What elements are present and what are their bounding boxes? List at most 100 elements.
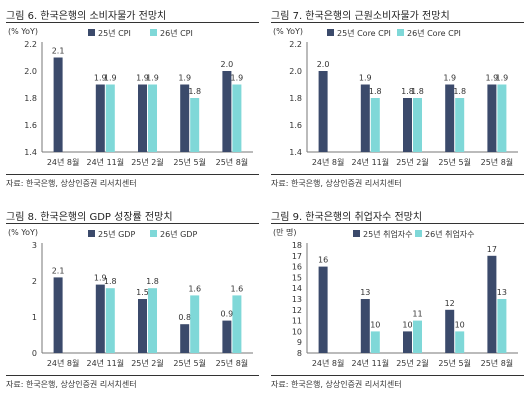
data-label: 1.8 <box>104 277 117 286</box>
data-label: 2.0 <box>221 60 234 69</box>
legend-swatch <box>415 230 422 237</box>
source-note: 자료: 한국은행, 상상인증권 리서치센터 <box>271 380 402 389</box>
data-label: 1.8 <box>453 87 466 96</box>
bar <box>95 284 105 353</box>
unit-label: (% YoY) <box>8 27 38 36</box>
x-tick-label: 25년 8월 <box>216 157 249 167</box>
data-label: 10 <box>455 320 465 329</box>
chart-panel-cpi: 그림 6. 한국은행의 소비자물가 전망치 (% YoY) 2.2 2.0 1.8 1.… <box>0 0 265 201</box>
x-tick-label: 25년 2월 <box>396 358 429 368</box>
data-label: 1.9 <box>178 74 191 83</box>
x-tick-label: 25년 8월 <box>481 358 514 368</box>
data-label: 1.9 <box>94 74 107 83</box>
data-label: 1.9 <box>231 74 244 83</box>
bar <box>138 84 147 152</box>
y-tick-label: 10 <box>292 327 302 336</box>
y-tick-label: 3 <box>32 241 37 250</box>
x-tick-label: 25년 2월 <box>396 157 429 167</box>
x-tick-label: 25년 5월 <box>173 157 206 167</box>
data-label: 1.9 <box>136 74 149 83</box>
y-tick-label: 8 <box>297 349 302 358</box>
legend-swatch <box>397 29 404 36</box>
bar <box>148 288 157 353</box>
legend-label: 25년 CPI <box>98 28 131 38</box>
y-tick-label: 1.6 <box>24 121 37 130</box>
legend-swatch <box>327 29 334 36</box>
legend-label: 25년 취업자수 <box>363 229 413 239</box>
bar <box>403 331 412 353</box>
data-label: 11 <box>412 310 422 319</box>
x-tick-label: 25년 5월 <box>173 358 206 368</box>
y-tick-label: 2.2 <box>289 40 302 49</box>
bar <box>180 84 190 152</box>
source-note: 자료: 한국은행, 상상인증권 리서치센터 <box>6 179 137 188</box>
bar <box>445 84 455 152</box>
chart-title: 그림 9. 한국은행의 취업자수 전망치 <box>271 212 423 223</box>
data-label: 10 <box>370 320 380 329</box>
bar <box>222 71 232 152</box>
y-tick-label: 9 <box>297 338 302 347</box>
bar <box>148 84 157 152</box>
chart-panel-core-cpi: 그림 7. 한국은행의 근원소비자물가 전망치 (% YoY) 2.2 2.0 1.8… <box>265 0 530 201</box>
legend-swatch <box>150 230 157 237</box>
x-tick-label: 24년 11월 <box>86 358 124 368</box>
title-divider <box>271 22 524 23</box>
chart-title: 그림 8. 한국은행의 GDP 성장률 전망치 <box>6 212 173 223</box>
bar <box>190 98 200 152</box>
source-divider <box>6 375 259 376</box>
data-label: 10 <box>402 320 412 329</box>
x-tick-label: 25년 5월 <box>438 358 471 368</box>
y-tick-label: 13 <box>292 295 302 304</box>
x-tick-label: 25년 2월 <box>131 358 164 368</box>
bar <box>95 84 105 152</box>
x-tick-label: 25년 5월 <box>438 157 471 167</box>
data-label: 1.5 <box>136 288 149 297</box>
bar <box>487 255 497 353</box>
data-label: 1.8 <box>188 87 201 96</box>
legend-swatch <box>88 29 95 36</box>
legend-label: 26년 GDP <box>160 229 197 239</box>
y-tick-label: 18 <box>292 241 302 250</box>
legend-label: 26년 취업자수 <box>425 229 475 239</box>
unit-label: (만 명) <box>273 227 297 237</box>
y-tick-label: 2.2 <box>24 40 37 49</box>
bar-chart-cpi: (% YoY) 2.2 2.0 1.8 1.6 1.4 25년 CPI 26년 CPI 24년 … <box>8 27 253 167</box>
y-tick-label: 1 <box>32 313 37 322</box>
bar <box>455 98 465 152</box>
title-divider <box>271 223 524 224</box>
bar-chart-core-cpi: (% YoY) 2.2 2.0 1.8 1.6 1.4 25년 Core CPI 26년 Co… <box>273 27 518 167</box>
legend-label: 26년 Core CPI <box>407 28 461 38</box>
legend-swatch <box>150 29 157 36</box>
source-divider <box>6 174 259 175</box>
data-label: 1.8 <box>146 277 159 286</box>
bar <box>370 98 380 152</box>
legend-swatch <box>88 230 95 237</box>
x-tick-label: 24년 8월 <box>47 157 80 167</box>
legend-swatch <box>353 230 360 237</box>
y-tick-label: 1.4 <box>289 148 302 157</box>
x-tick-label: 24년 11월 <box>86 157 124 167</box>
x-tick-label: 24년 8월 <box>312 358 345 368</box>
y-tick-label: 2.0 <box>24 67 37 76</box>
y-tick-label: 1.4 <box>24 148 37 157</box>
title-divider <box>6 22 259 23</box>
bar <box>190 295 200 353</box>
bar <box>487 84 497 152</box>
bar <box>318 266 328 353</box>
x-tick-label: 25년 8월 <box>481 157 514 167</box>
y-tick-label: 0 <box>32 349 37 358</box>
data-label: 0.9 <box>221 310 234 319</box>
data-label: 1.9 <box>146 74 159 83</box>
legend-label: 26년 CPI <box>160 28 193 38</box>
data-label: 16 <box>318 256 328 265</box>
x-tick-label: 25년 8월 <box>216 358 249 368</box>
chart-panel-gdp: 그림 8. 한국은행의 GDP 성장률 전망치 (% YoY) 3 2 1 0 25년 G… <box>0 201 265 402</box>
data-label: 1.8 <box>411 87 424 96</box>
source-note: 자료: 한국은행, 상상인증권 리서치센터 <box>6 380 137 389</box>
bar <box>360 84 370 152</box>
bar <box>105 84 115 152</box>
unit-label: (% YoY) <box>8 228 38 237</box>
data-label: 17 <box>487 245 497 254</box>
y-tick-label: 2.0 <box>289 67 302 76</box>
